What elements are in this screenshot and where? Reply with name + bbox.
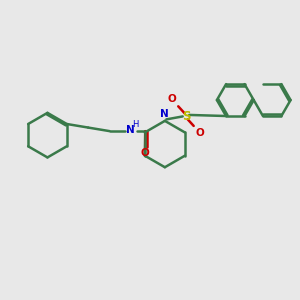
Text: H: H	[132, 120, 139, 129]
Text: S: S	[182, 110, 191, 123]
Text: O: O	[195, 128, 204, 138]
Text: O: O	[167, 94, 176, 104]
Text: O: O	[141, 148, 150, 158]
Text: N: N	[160, 109, 169, 119]
Text: N: N	[126, 124, 134, 135]
